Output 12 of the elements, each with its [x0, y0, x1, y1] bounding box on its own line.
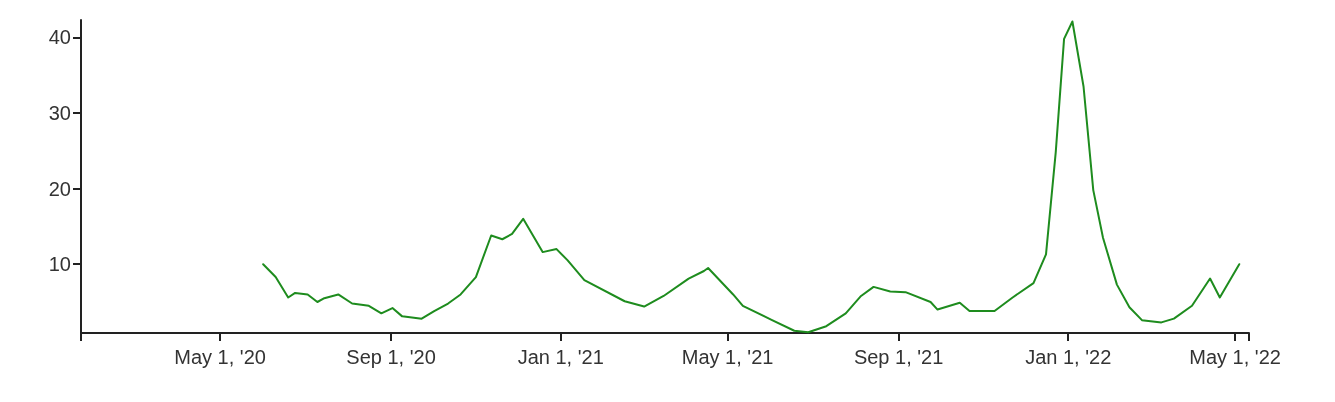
y-tick-label: 20 — [48, 177, 71, 200]
x-tick-label: Sep 1, '21 — [853, 346, 944, 368]
y-tick-label: 10 — [48, 253, 71, 276]
x-tick-label: Jan 1, '21 — [517, 346, 604, 368]
x-tick-label: May 1, '22 — [1189, 346, 1281, 368]
x-tick-label: May 1, '20 — [174, 346, 266, 368]
y-tick-label: 40 — [48, 26, 71, 49]
line-series — [262, 20, 1241, 334]
x-tick-label: May 1, '21 — [681, 346, 774, 368]
y-tick-label: 30 — [48, 101, 71, 124]
x-tick-label: Sep 1, '20 — [346, 346, 436, 368]
x-tick-label: Jan 1, '22 — [1025, 346, 1112, 368]
